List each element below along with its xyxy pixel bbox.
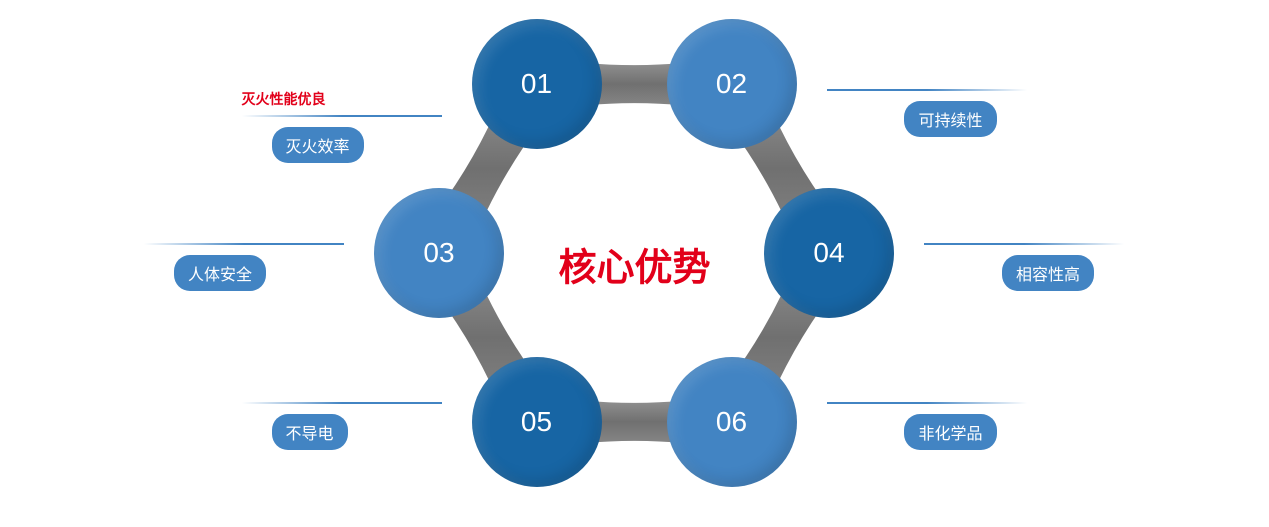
node-number: 03 — [423, 237, 454, 269]
divider-line — [827, 402, 1027, 404]
node-subtext: 灭火性能优良 — [242, 89, 326, 109]
node-number: 02 — [716, 68, 747, 100]
node-02: 02 — [667, 19, 797, 149]
divider-line — [144, 243, 344, 245]
label-pill: 人体安全 — [174, 255, 266, 291]
node-number: 04 — [813, 237, 844, 269]
label-pill: 非化学品 — [904, 414, 996, 450]
label-group-06: 非化学品 — [827, 402, 1027, 450]
label-pill: 相容性高 — [1002, 255, 1094, 291]
label-group-02: 可持续性 — [827, 89, 1027, 137]
center-title: 核心优势 — [558, 236, 710, 291]
node-number: 01 — [521, 68, 552, 100]
divider-line — [924, 243, 1124, 245]
label-group-03: 人体安全 — [144, 243, 344, 291]
label-pill: 灭火效率 — [272, 127, 364, 163]
label-group-05: 不导电 — [242, 402, 442, 450]
divider-line — [827, 89, 1027, 91]
label-group-04: 相容性高 — [924, 243, 1124, 291]
divider-line — [242, 115, 442, 117]
node-05: 05 — [472, 357, 602, 487]
label-group-01: 灭火性能优良灭火效率 — [242, 89, 442, 163]
node-number: 05 — [521, 406, 552, 438]
label-pill: 可持续性 — [904, 101, 996, 137]
node-01: 01 — [472, 19, 602, 149]
divider-line — [242, 402, 442, 404]
node-06: 06 — [667, 357, 797, 487]
label-pill: 不导电 — [272, 414, 348, 450]
node-04: 04 — [764, 188, 894, 318]
node-number: 06 — [716, 406, 747, 438]
diagram-container: 核心优势 01 02 03 04 05 06 灭火性能优良灭火效率 可持续性人体安全 相容性高… — [0, 0, 1269, 527]
node-03: 03 — [374, 188, 504, 318]
